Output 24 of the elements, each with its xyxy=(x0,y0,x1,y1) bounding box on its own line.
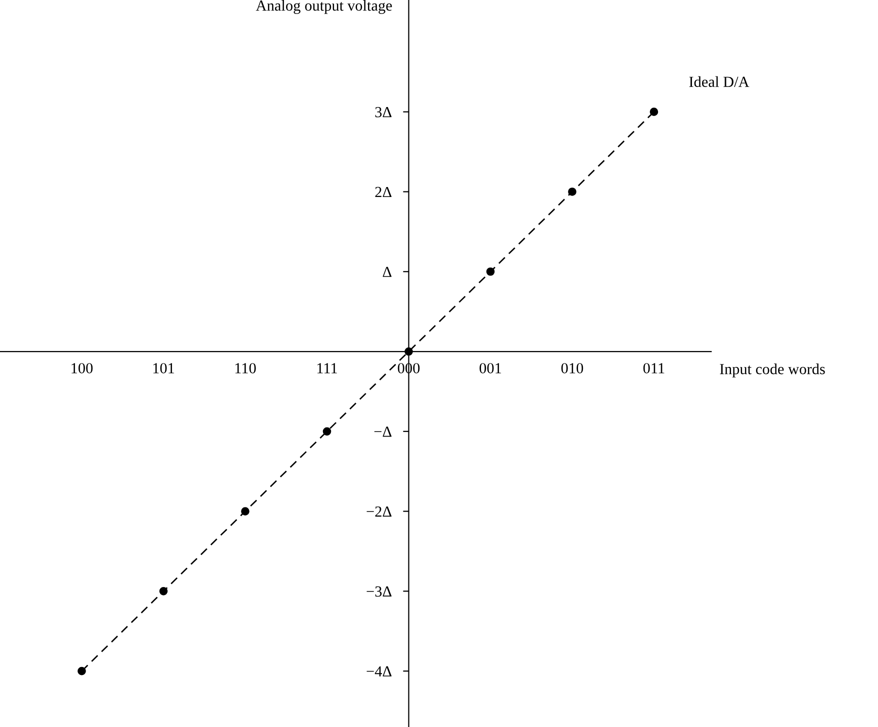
point xyxy=(650,108,658,116)
y-tick-label: 3Δ xyxy=(375,107,392,118)
point xyxy=(241,507,250,516)
y-tick-label: −4Δ xyxy=(366,666,392,676)
x-tick-label: 110 xyxy=(235,363,256,374)
point xyxy=(486,267,495,276)
x-tick-label: 001 xyxy=(480,363,502,374)
x-tick-label: 100 xyxy=(72,363,93,374)
y-tick-label: −3Δ xyxy=(366,586,392,597)
y-tick-label: −2Δ xyxy=(366,506,392,517)
y-tick-label: −Δ xyxy=(374,426,392,437)
point xyxy=(322,427,332,436)
x-tick-label: 101 xyxy=(153,363,174,374)
x-axis-title: Input code words xyxy=(720,364,825,378)
x-tick-label: 011 xyxy=(643,363,664,374)
y-tick-label: Δ xyxy=(382,266,392,277)
point xyxy=(159,587,168,596)
text: Ideal D/A xyxy=(689,76,750,87)
point xyxy=(78,666,86,676)
y-tick-label: 2Δ xyxy=(375,186,392,198)
x-tick-label: 111 xyxy=(317,363,337,374)
x-tick-label: 010 xyxy=(561,363,584,374)
y-axis-title: Analog output voltage xyxy=(256,0,392,14)
point xyxy=(568,188,576,196)
